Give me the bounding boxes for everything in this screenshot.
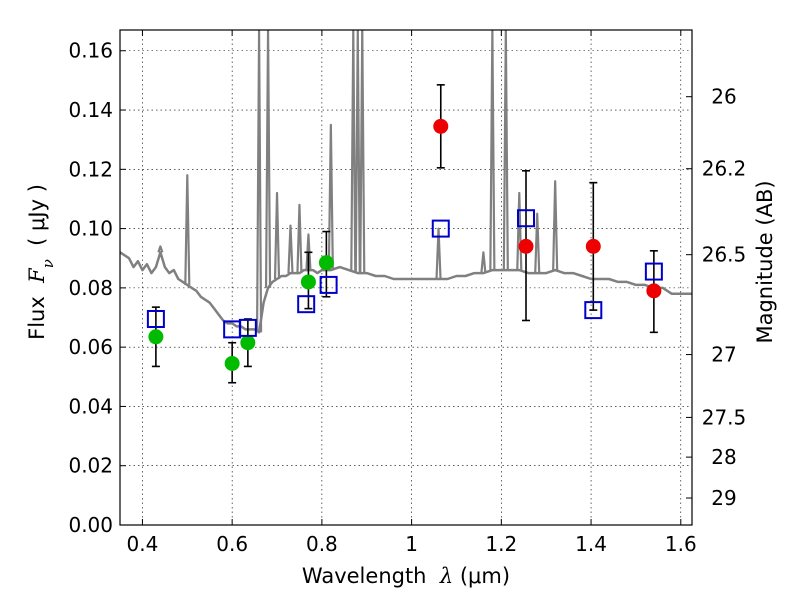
y2-tick-label: 28 bbox=[711, 445, 736, 469]
spectrum-emission-line bbox=[359, 30, 366, 274]
red-point bbox=[646, 283, 662, 299]
model-square bbox=[584, 301, 603, 320]
model-square bbox=[238, 318, 257, 337]
spectrum-emission-line bbox=[502, 30, 509, 271]
x-tick-label: 1 bbox=[405, 532, 418, 556]
model-square bbox=[146, 309, 165, 328]
axis-ticks bbox=[120, 30, 692, 526]
y-tick-label: 0.10 bbox=[68, 217, 113, 241]
y2-tick-label: 26 bbox=[711, 85, 736, 109]
spectrum-emission-line bbox=[264, 30, 272, 288]
spectrum-emission-line bbox=[489, 30, 496, 271]
spectrum-emission-line bbox=[534, 212, 541, 274]
x-tick-label: 1.6 bbox=[665, 532, 697, 556]
y-axis-title: Flux Fν ( μJy ) bbox=[25, 184, 57, 340]
grid bbox=[120, 30, 692, 525]
y-tick-label: 0.16 bbox=[68, 39, 113, 63]
green-point bbox=[318, 255, 334, 271]
green-point bbox=[224, 355, 240, 371]
spectrum-emission-line bbox=[255, 30, 263, 333]
spectrum-emission-line bbox=[327, 123, 334, 271]
spectrum-emission-line bbox=[480, 251, 487, 274]
spectrum-series bbox=[120, 30, 692, 334]
data-points bbox=[146, 118, 663, 371]
plot-frame bbox=[119, 29, 693, 526]
y2-tick-label: 27 bbox=[711, 343, 736, 367]
y-tick-label: 0.08 bbox=[68, 276, 113, 300]
x-tick-label: 0.8 bbox=[306, 532, 338, 556]
green-point bbox=[300, 274, 316, 290]
y-tick-label: 0.06 bbox=[68, 335, 113, 359]
y-axis-symbol: F bbox=[25, 267, 49, 284]
y-axis-subscript: ν bbox=[39, 259, 57, 268]
model-square bbox=[644, 262, 663, 281]
spectrum-emission-line bbox=[350, 30, 357, 272]
red-point bbox=[433, 118, 449, 134]
y2-tick-label: 26.5 bbox=[702, 243, 747, 267]
y-tick-label: 0.14 bbox=[68, 98, 113, 122]
model-square bbox=[431, 219, 450, 238]
red-point bbox=[518, 238, 534, 254]
model-square bbox=[517, 209, 536, 228]
y2-tick-label: 27.5 bbox=[702, 405, 747, 429]
spectrum-emission-line bbox=[296, 203, 303, 274]
y-tick-label: 0.04 bbox=[68, 394, 113, 418]
model-square bbox=[297, 295, 316, 314]
y-tick-label: 0.00 bbox=[68, 513, 113, 537]
y2-axis-title: Magnitude (AB) bbox=[753, 180, 777, 343]
spectrum-emission-line bbox=[287, 224, 294, 274]
green-point bbox=[240, 335, 256, 351]
spectrum-emission-line bbox=[435, 227, 442, 280]
x-axis-symbol: λ bbox=[439, 564, 453, 588]
spectrum-emission-line bbox=[305, 233, 312, 271]
spectrum-line bbox=[120, 251, 692, 334]
x-axis-title: Wavelength λ (μm) bbox=[302, 564, 510, 588]
red-point bbox=[585, 238, 601, 254]
y2-tick-label: 26.2 bbox=[702, 157, 747, 181]
x-tick-label: 1.2 bbox=[485, 532, 517, 556]
y-tick-label: 0.02 bbox=[68, 454, 113, 478]
spectrum-emission-line bbox=[354, 30, 361, 274]
spectrum-emission-line bbox=[157, 245, 164, 253]
y2-tick-label: 29 bbox=[711, 486, 736, 510]
x-tick-label: 1.4 bbox=[575, 532, 607, 556]
x-tick-label: 0.4 bbox=[127, 532, 159, 556]
y-tick-label: 0.12 bbox=[68, 157, 113, 181]
model-square bbox=[319, 275, 338, 294]
green-point bbox=[148, 329, 164, 345]
tick-labels: 0.4 0.6 0.8 1 1.2 1.4 1.6 0.00 0.02 0.04 0.06 0.08 0… bbox=[68, 39, 746, 556]
spectrum-emission-line bbox=[552, 180, 559, 271]
spectrum-emission-line bbox=[273, 191, 281, 280]
x-tick-label: 0.6 bbox=[216, 532, 248, 556]
spectrum-emission-line bbox=[184, 174, 191, 285]
